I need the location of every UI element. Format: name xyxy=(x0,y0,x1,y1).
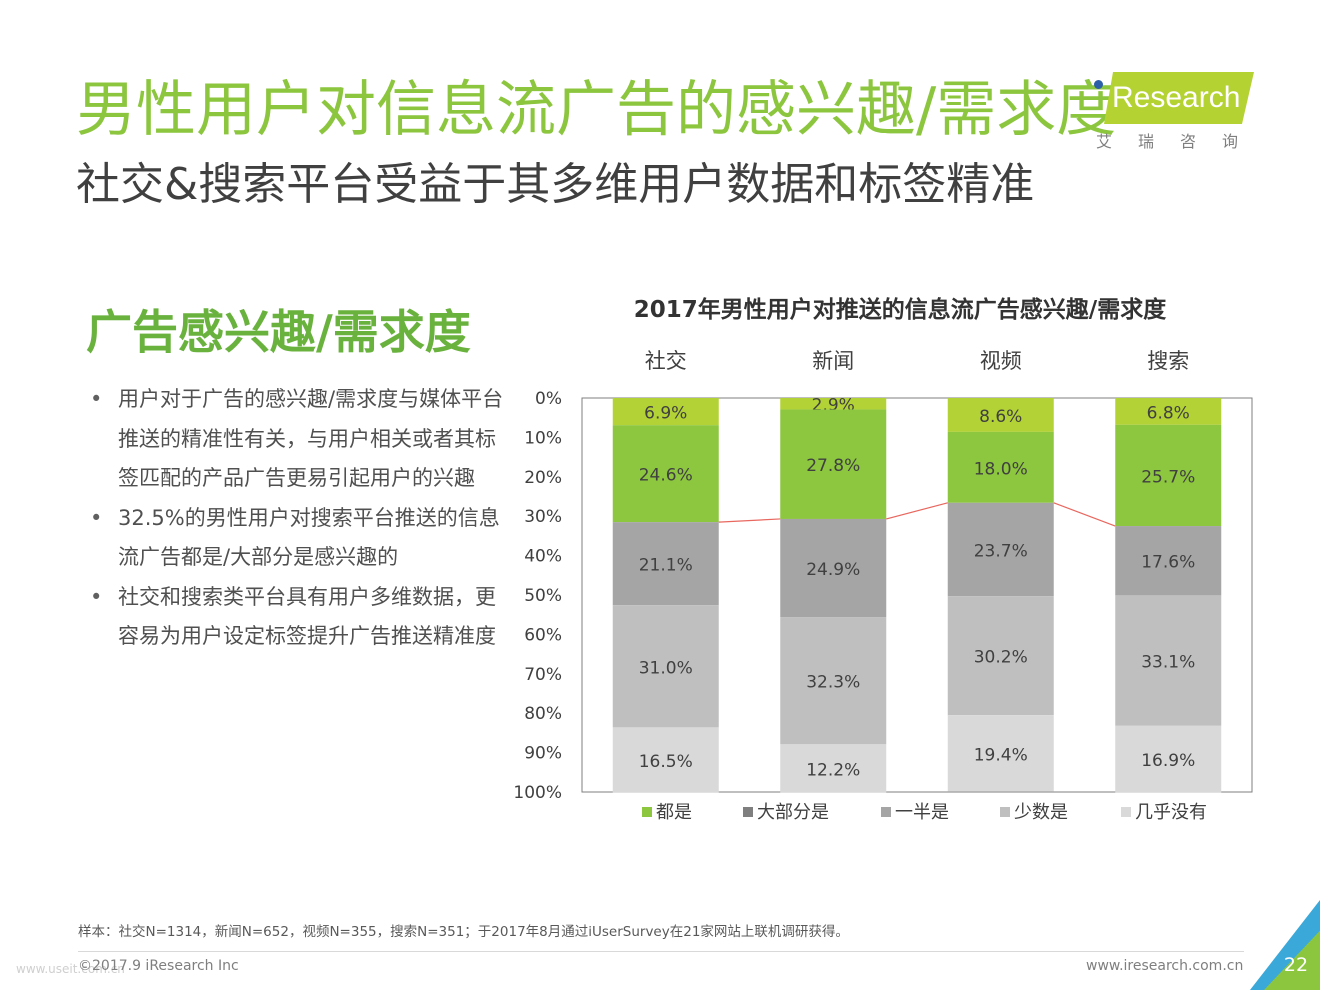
legend-label: 大部分是 xyxy=(757,802,829,823)
page-title: 男性用户对信息流广告的感兴趣/需求度 xyxy=(76,75,1117,145)
bar-segment xyxy=(780,518,887,618)
data-label: 24.6% xyxy=(639,466,693,486)
bar-segment xyxy=(1115,725,1222,793)
bar-segment xyxy=(780,744,887,793)
connector-line xyxy=(1053,502,1116,527)
y-tick-label: 70% xyxy=(524,665,562,685)
section-heading: 广告感兴趣/需求度 xyxy=(86,305,471,359)
data-label: 25.7% xyxy=(1141,467,1195,487)
sample-note: 样本：社交N=1314，新闻N=652，视频N=355，搜索N=351；于201… xyxy=(78,924,849,940)
category-label: 社交 xyxy=(645,349,687,373)
bar-segment xyxy=(612,727,719,793)
y-tick-label: 0% xyxy=(535,389,562,409)
legend-label: 几乎没有 xyxy=(1135,802,1207,823)
category-label: 新闻 xyxy=(812,349,854,373)
y-tick-label: 50% xyxy=(524,586,562,606)
bar-segment xyxy=(947,398,1054,432)
bar-segment xyxy=(947,596,1054,716)
y-tick-label: 60% xyxy=(524,625,562,645)
bar-segment xyxy=(1115,398,1222,425)
data-label: 30.2% xyxy=(974,648,1028,668)
bullet-item: 用户对于广告的感兴趣/需求度与媒体平台推送的精准性有关，与用户相关或者其标签匹配… xyxy=(90,380,510,499)
bar-segment xyxy=(1115,595,1222,726)
data-label: 32.3% xyxy=(806,673,860,693)
bar-segment xyxy=(612,522,719,606)
category-label: 视频 xyxy=(980,349,1022,373)
legend-swatch xyxy=(1000,807,1010,817)
y-tick-label: 100% xyxy=(513,783,562,803)
legend-swatch xyxy=(1121,807,1131,817)
data-label: 6.9% xyxy=(644,404,687,424)
bar-segment xyxy=(1115,526,1222,596)
data-label: 18.0% xyxy=(974,459,1028,479)
bar-segment xyxy=(1115,424,1222,527)
bar-segment xyxy=(612,398,719,426)
logo-dot-icon xyxy=(1094,80,1103,89)
y-tick-label: 80% xyxy=(524,704,562,724)
bullet-item: 32.5%的男性用户对搜索平台推送的信息流广告都是/大部分是感兴趣的 xyxy=(90,499,510,578)
data-label: 24.9% xyxy=(806,560,860,580)
legend-swatch xyxy=(642,807,652,817)
connector-line xyxy=(886,502,948,520)
legend-label: 一半是 xyxy=(895,802,949,823)
y-tick-label: 40% xyxy=(524,547,562,567)
legend-label: 少数是 xyxy=(1014,802,1068,823)
legend-swatch xyxy=(743,807,753,817)
data-label: 31.0% xyxy=(639,658,693,678)
bar-segment xyxy=(947,715,1054,792)
data-label: 12.2% xyxy=(806,760,860,780)
bar-segment xyxy=(780,409,887,519)
iresearch-logo: Research 艾瑞咨询 xyxy=(1092,70,1262,152)
logo-wordmark: Research xyxy=(1112,81,1241,114)
data-label: 16.9% xyxy=(1141,751,1195,771)
corner-decoration xyxy=(1250,900,1320,990)
connector-line xyxy=(718,518,781,523)
category-label: 搜索 xyxy=(1147,349,1189,373)
data-label: 19.4% xyxy=(974,745,1028,765)
bar-segment xyxy=(947,502,1054,597)
data-label: 16.5% xyxy=(639,752,693,772)
stacked-bar-chart: 0% 10% 20% 30% 40% 50% 60% 70% 80% 90% 100% 社交 新闻 视频 搜… xyxy=(513,349,1253,823)
legend-swatch xyxy=(881,807,891,817)
y-tick-label: 20% xyxy=(524,468,562,488)
page-number: 22 xyxy=(1283,954,1309,976)
footer-divider xyxy=(78,951,1244,952)
bullet-item: 社交和搜索类平台具有用户多维数据，更容易为用户设定标签提升广告推送精准度 xyxy=(90,578,510,657)
chart-title: 2017年男性用户对推送的信息流广告感兴趣/需求度 xyxy=(633,297,1167,323)
copyright: ©2017.9 iResearch Inc xyxy=(78,958,239,974)
data-label: 33.1% xyxy=(1141,653,1195,673)
site-url[interactable]: www.iresearch.com.cn xyxy=(1086,958,1244,974)
data-label: 6.8% xyxy=(1147,403,1190,423)
legend-label: 都是 xyxy=(656,802,692,823)
watermark: www.useit.com.cn xyxy=(16,962,125,976)
bar-segment xyxy=(612,605,719,728)
plot-frame xyxy=(581,397,1253,793)
y-tick-label: 90% xyxy=(524,744,562,764)
data-label: 17.6% xyxy=(1141,553,1195,573)
logo-cn-name: 艾瑞咨询 xyxy=(1096,132,1265,151)
bar-segment xyxy=(780,617,887,745)
logo-banner xyxy=(1104,72,1254,124)
bar-segment xyxy=(612,425,719,523)
data-label: 21.1% xyxy=(639,556,693,576)
bar-segment xyxy=(947,431,1054,503)
y-tick-label: 10% xyxy=(524,428,562,448)
page-subtitle: 社交&搜索平台受益于其多维用户数据和标签精准 xyxy=(76,159,1035,210)
bullet-list: 用户对于广告的感兴趣/需求度与媒体平台推送的精准性有关，与用户相关或者其标签匹配… xyxy=(90,380,510,657)
bar-segment xyxy=(780,398,887,410)
y-tick-label: 30% xyxy=(524,507,562,527)
data-label: 8.6% xyxy=(979,407,1022,427)
data-label: 27.8% xyxy=(806,456,860,476)
data-label: 23.7% xyxy=(974,541,1028,561)
